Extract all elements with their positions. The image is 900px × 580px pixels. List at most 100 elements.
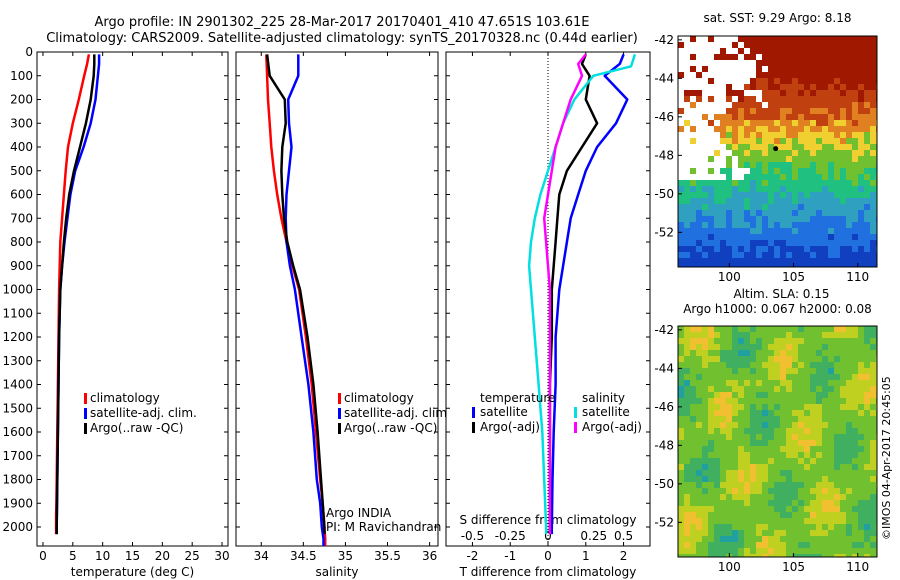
map-cell: [732, 440, 738, 446]
map-cell: [768, 180, 774, 186]
map-cell: [684, 530, 690, 536]
map-cell: [828, 326, 834, 332]
map-cell: [834, 530, 840, 536]
map-cell: [852, 464, 858, 470]
map-cell: [786, 326, 792, 332]
map-cell: [816, 542, 822, 548]
map-cell: [696, 332, 702, 338]
map-cell: [870, 174, 876, 180]
map-cell: [738, 54, 744, 60]
map-cell: [708, 542, 714, 548]
map-cell: [816, 180, 822, 186]
map-cell: [720, 204, 726, 210]
map-cell: [870, 440, 876, 446]
map-cell: [834, 380, 840, 386]
map-cell: [708, 554, 714, 557]
map-cell: [786, 470, 792, 476]
map-cell: [726, 234, 732, 240]
map-cell: [804, 168, 810, 174]
map-cell: [780, 416, 786, 422]
y-tick-label: 900: [10, 259, 33, 273]
map-cell: [696, 144, 702, 150]
map-cell: [684, 216, 690, 222]
map-cell: [828, 470, 834, 476]
map-cell: [702, 126, 708, 132]
map-cell: [858, 114, 864, 120]
map-cell: [858, 252, 864, 258]
map-cell: [780, 404, 786, 410]
map-cell: [840, 210, 846, 216]
map-cell: [708, 192, 714, 198]
map-cell: [738, 344, 744, 350]
map-cell: [786, 96, 792, 102]
map-cell: [804, 542, 810, 548]
map-cell: [714, 386, 720, 392]
map-cell: [870, 518, 876, 524]
map-cell: [738, 216, 744, 222]
map-cell: [744, 210, 750, 216]
map-cell: [702, 440, 708, 446]
map-cell: [690, 234, 696, 240]
map-cell: [768, 362, 774, 368]
map-cell: [870, 530, 876, 536]
map-cell: [762, 464, 768, 470]
map-cell: [744, 488, 750, 494]
map-cell: [870, 386, 876, 392]
map-cell: [678, 54, 684, 60]
map-cell: [870, 126, 876, 132]
map-cell: [798, 542, 804, 548]
map-cell: [768, 48, 774, 54]
map-cell: [708, 458, 714, 464]
map-cell: [750, 392, 756, 398]
map-cell: [750, 338, 756, 344]
map-cell: [786, 204, 792, 210]
map-cell: [774, 536, 780, 542]
map-cell: [846, 192, 852, 198]
map-cell: [858, 264, 864, 267]
map-cell: [684, 174, 690, 180]
map-cell: [756, 114, 762, 120]
map-cell: [720, 422, 726, 428]
map-cell: [732, 78, 738, 84]
map-cell: [846, 356, 852, 362]
map-cell: [744, 374, 750, 380]
map-cell: [696, 72, 702, 78]
map-cell: [852, 246, 858, 252]
map-cell: [798, 452, 804, 458]
map-cell: [828, 114, 834, 120]
map-cell: [804, 198, 810, 204]
map-cell: [684, 338, 690, 344]
map-cell: [708, 476, 714, 482]
map-cell: [738, 494, 744, 500]
map-cell: [768, 350, 774, 356]
map-cell: [762, 452, 768, 458]
map-cell: [750, 150, 756, 156]
map-cell: [684, 246, 690, 252]
map-cell: [834, 422, 840, 428]
map-cell: [846, 548, 852, 554]
map-cell: [822, 66, 828, 72]
map-cell: [864, 434, 870, 440]
map-cell: [762, 198, 768, 204]
map-cell: [828, 66, 834, 72]
map-cell: [762, 168, 768, 174]
map-cell: [822, 506, 828, 512]
map-cell: [708, 168, 714, 174]
map-cell: [822, 108, 828, 114]
map-cell: [858, 500, 864, 506]
map-cell: [726, 476, 732, 482]
y-tick-label: 200: [10, 93, 33, 107]
map-cell: [870, 120, 876, 126]
map-cell: [846, 204, 852, 210]
map-cell: [714, 216, 720, 222]
map-cell: [726, 258, 732, 264]
map-cell: [870, 368, 876, 374]
map-cell: [822, 518, 828, 524]
map-cell: [702, 548, 708, 554]
map-cell: [762, 470, 768, 476]
map-cell: [864, 446, 870, 452]
map-cell: [714, 458, 720, 464]
map-cell: [738, 434, 744, 440]
map-cell: [756, 368, 762, 374]
map-cell: [726, 204, 732, 210]
